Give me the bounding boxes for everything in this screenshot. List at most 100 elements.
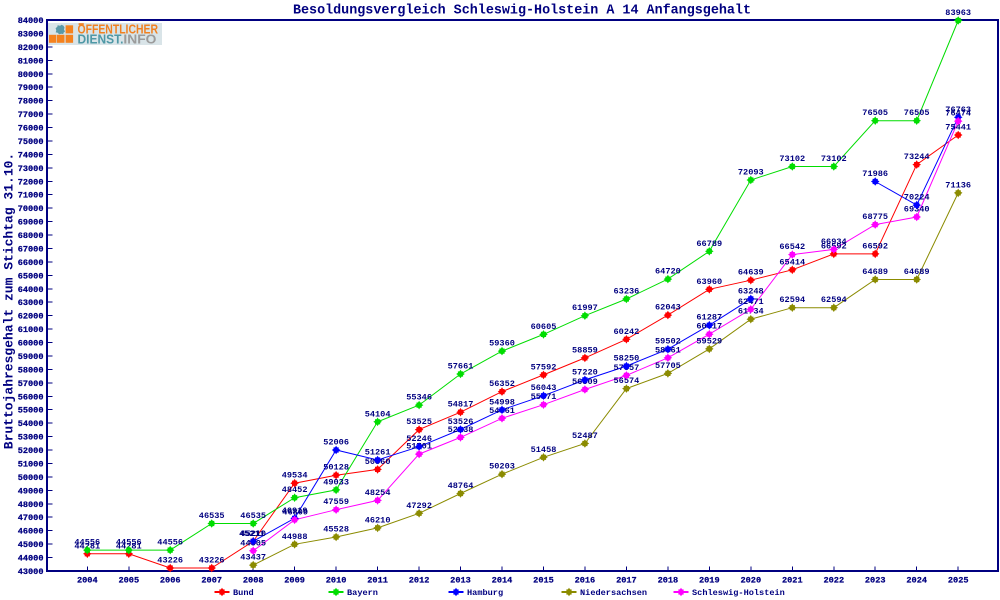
svg-text:61997: 61997 [572,303,598,313]
svg-text:2022: 2022 [823,576,844,586]
svg-text:57220: 57220 [572,367,598,377]
svg-text:2024: 2024 [906,576,927,586]
svg-text:2008: 2008 [243,576,264,586]
svg-text:45210: 45210 [240,529,266,539]
svg-text:59360: 59360 [489,339,515,349]
svg-text:69000: 69000 [18,218,44,228]
svg-text:2011: 2011 [367,576,388,586]
svg-text:INFO: INFO [123,32,156,46]
svg-text:53525: 53525 [406,417,432,427]
svg-text:64689: 64689 [862,267,888,277]
svg-text:66592: 66592 [862,241,888,251]
svg-text:48254: 48254 [365,488,391,498]
svg-text:46210: 46210 [365,515,391,525]
svg-text:48452: 48452 [282,485,308,495]
svg-text:48764: 48764 [448,481,474,491]
svg-text:44556: 44556 [116,538,142,548]
svg-text:83963: 83963 [945,8,971,18]
svg-text:54104: 54104 [365,409,391,419]
svg-text:45211: 45211 [239,529,265,539]
svg-text:OFFENTLICHER: OFFENTLICHER [78,22,159,36]
svg-text:2004: 2004 [77,576,98,586]
svg-text:61000: 61000 [18,325,44,335]
svg-text:2020: 2020 [740,576,761,586]
svg-text:Bruttojahresgehalt zum Stichta: Bruttojahresgehalt zum Stichtag 31.10. [2,153,17,449]
svg-text:49000: 49000 [18,486,44,496]
svg-text:57661: 57661 [448,362,474,372]
svg-text:58250: 58250 [614,354,640,364]
svg-text:Besoldungsvergleich Schleswig-: Besoldungsvergleich Schleswig-Holstein A… [293,4,751,19]
svg-text:69340: 69340 [904,205,930,215]
svg-text:66789: 66789 [696,239,722,249]
svg-text:2013: 2013 [450,576,471,586]
svg-text:67000: 67000 [18,245,44,255]
svg-text:2009: 2009 [284,576,305,586]
svg-text:44000: 44000 [18,554,44,564]
svg-text:46809: 46809 [282,507,308,517]
svg-text:47292: 47292 [406,501,432,511]
svg-text:2019: 2019 [699,576,720,586]
svg-text:74000: 74000 [18,150,44,160]
svg-text:81000: 81000 [18,56,44,66]
svg-text:60000: 60000 [18,339,44,349]
svg-text:49033: 49033 [323,477,349,487]
svg-text:75000: 75000 [18,137,44,147]
svg-text:43226: 43226 [199,556,225,566]
svg-text:Bund: Bund [233,588,254,598]
svg-text:75441: 75441 [945,123,971,133]
svg-text:44556: 44556 [157,538,183,548]
svg-text:43000: 43000 [18,567,44,577]
svg-text:47559: 47559 [323,497,349,507]
svg-text:76505: 76505 [904,108,930,118]
svg-text:57592: 57592 [531,362,557,372]
svg-text:43437: 43437 [240,553,266,563]
svg-text:Niedersachsen: Niedersachsen [580,588,647,598]
svg-text:2015: 2015 [533,576,554,586]
svg-text:46535: 46535 [240,511,266,521]
svg-text:48000: 48000 [18,500,44,510]
svg-text:63000: 63000 [18,298,44,308]
svg-text:62594: 62594 [821,295,847,305]
svg-text:53000: 53000 [18,433,44,443]
svg-text:2016: 2016 [575,576,596,586]
svg-text:50000: 50000 [18,473,44,483]
svg-text:52006: 52006 [323,438,349,448]
svg-text:2014: 2014 [492,576,513,586]
svg-text:62000: 62000 [18,312,44,322]
svg-text:73244: 73244 [904,152,930,162]
svg-text:50203: 50203 [489,462,515,472]
svg-text:77000: 77000 [18,110,44,120]
svg-text:DIENST.: DIENST. [78,32,124,46]
svg-text:2007: 2007 [201,576,222,586]
svg-text:55000: 55000 [18,406,44,416]
svg-text:65414: 65414 [779,257,805,267]
svg-text:53526: 53526 [448,417,474,427]
svg-text:2017: 2017 [616,576,637,586]
svg-text:64689: 64689 [904,267,930,277]
svg-text:78000: 78000 [18,97,44,107]
svg-text:61287: 61287 [696,313,722,323]
svg-text:66934: 66934 [821,237,847,247]
svg-text:56352: 56352 [489,379,515,389]
svg-text:50128: 50128 [323,463,349,473]
svg-text:59000: 59000 [18,352,44,362]
svg-text:71000: 71000 [18,191,44,201]
svg-text:47000: 47000 [18,513,44,523]
svg-text:64639: 64639 [738,268,764,278]
svg-text:60605: 60605 [531,322,557,332]
svg-text:45528: 45528 [323,525,349,535]
svg-text:64720: 64720 [655,267,681,277]
svg-text:46535: 46535 [199,511,225,521]
svg-text:65000: 65000 [18,271,44,281]
svg-text:52246: 52246 [406,434,432,444]
svg-text:52000: 52000 [18,446,44,456]
svg-text:Bayern: Bayern [347,588,378,598]
svg-text:44988: 44988 [282,532,308,542]
svg-text:59502: 59502 [655,337,681,347]
svg-text:83000: 83000 [18,29,44,39]
svg-text:76000: 76000 [18,124,44,134]
svg-text:Schleswig-Holstein: Schleswig-Holstein [692,588,785,598]
svg-text:2025: 2025 [948,576,969,586]
svg-text:73000: 73000 [18,164,44,174]
svg-text:70224: 70224 [904,193,930,203]
